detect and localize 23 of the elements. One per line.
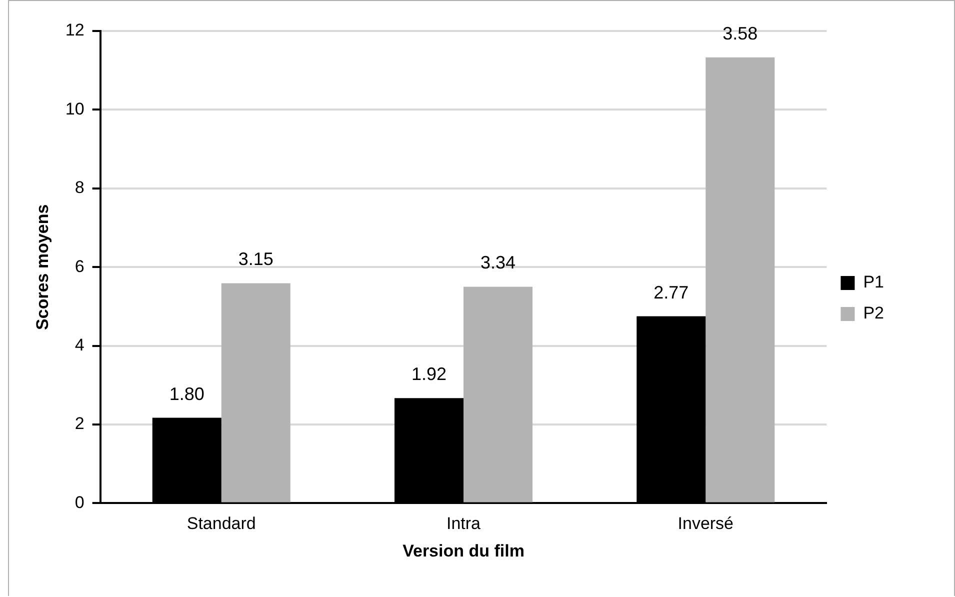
legend-label: P2 [863,304,884,323]
y-tick-label: 12 [65,20,84,40]
bar [706,57,775,502]
x-tick-label: Intra [446,514,482,534]
x-tick-label: Standard [186,514,256,534]
bar [464,286,533,502]
legend-label: P1 [863,272,884,292]
y-tick-label: 8 [74,178,84,198]
annotation: 1.92 [411,364,447,384]
y-axis-title: Scores moyens [32,204,52,330]
y-tick-label: 6 [74,256,84,276]
x-tick-label: Inversé [678,514,734,534]
y-tick-label: 10 [65,99,84,118]
annotation: 3.15 [238,249,274,270]
annotation: 2.77 [654,282,689,302]
bar [221,283,290,502]
y-tick-label: 0 [74,492,84,512]
annotation: 3.34 [480,252,516,273]
y-tick-label: 2 [74,414,84,434]
annotation: 1.80 [169,384,204,404]
x-axis-title: Version du film [402,541,524,560]
annotation: 3.58 [722,23,758,44]
y-tick-label: 4 [74,335,84,354]
